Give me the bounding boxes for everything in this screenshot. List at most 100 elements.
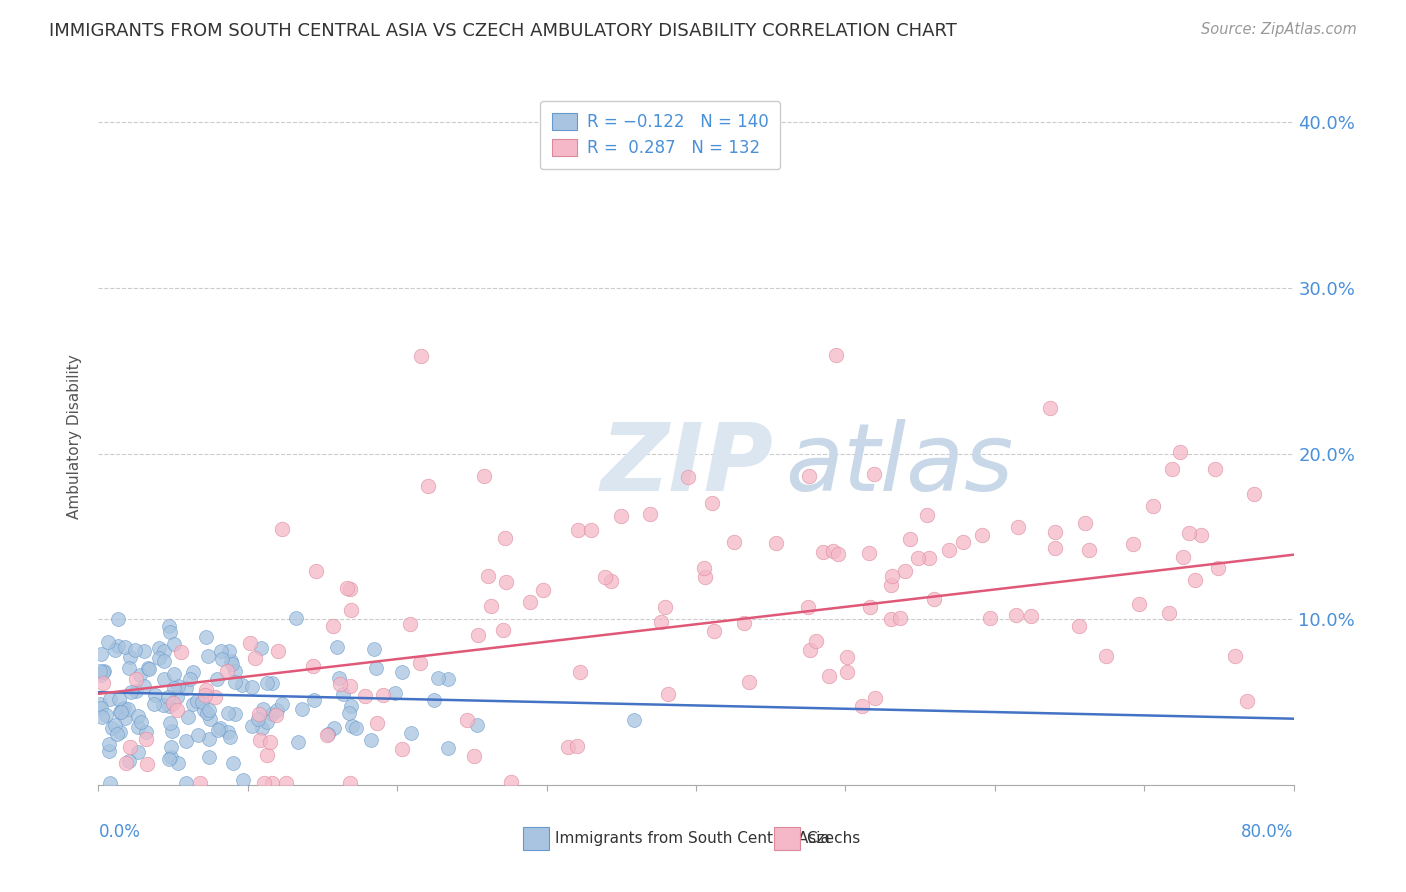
Point bbox=[240, 680, 263, 694]
Point bbox=[818, 669, 841, 683]
Point bbox=[328, 671, 350, 685]
Point bbox=[135, 732, 157, 747]
Point bbox=[676, 469, 699, 483]
Point bbox=[108, 691, 131, 706]
Point bbox=[256, 675, 278, 690]
Point bbox=[162, 696, 184, 710]
Point bbox=[264, 707, 287, 722]
Point bbox=[900, 532, 922, 546]
Point bbox=[91, 676, 114, 690]
Point bbox=[623, 713, 645, 727]
Text: 0.0%: 0.0% bbox=[98, 823, 141, 841]
Point bbox=[232, 772, 254, 787]
Point bbox=[733, 615, 755, 630]
Point bbox=[416, 479, 439, 493]
Point bbox=[260, 706, 283, 721]
Point bbox=[118, 661, 141, 675]
Point bbox=[423, 693, 446, 707]
Point bbox=[340, 699, 363, 714]
Point bbox=[152, 698, 174, 712]
Point bbox=[153, 644, 176, 658]
Point bbox=[401, 725, 423, 739]
Point bbox=[267, 644, 290, 658]
Point bbox=[1171, 550, 1194, 565]
Point bbox=[107, 640, 129, 654]
Point bbox=[166, 756, 188, 771]
Point bbox=[219, 655, 242, 669]
Point bbox=[1191, 528, 1213, 542]
Point bbox=[207, 723, 229, 737]
Point bbox=[197, 648, 219, 663]
Point bbox=[256, 715, 278, 730]
Point bbox=[98, 692, 121, 706]
Point bbox=[231, 678, 253, 692]
Point bbox=[266, 703, 288, 717]
Point bbox=[1204, 462, 1226, 476]
Point bbox=[205, 672, 228, 686]
Point bbox=[224, 706, 246, 721]
Text: Source: ZipAtlas.com: Source: ZipAtlas.com bbox=[1201, 22, 1357, 37]
Point bbox=[1122, 537, 1144, 551]
Point bbox=[463, 748, 485, 763]
Point bbox=[640, 507, 662, 521]
Point bbox=[337, 706, 360, 720]
Point bbox=[198, 750, 221, 764]
Point bbox=[271, 522, 294, 536]
Point bbox=[1168, 445, 1191, 459]
Point bbox=[880, 578, 903, 592]
Point bbox=[339, 679, 361, 693]
Point bbox=[112, 701, 135, 715]
Point bbox=[148, 651, 170, 665]
Point bbox=[363, 642, 385, 657]
Point bbox=[1078, 543, 1101, 558]
Point bbox=[136, 661, 159, 675]
Point bbox=[174, 681, 197, 696]
Point bbox=[160, 750, 183, 764]
Point bbox=[170, 645, 193, 659]
Point bbox=[111, 702, 134, 716]
Point bbox=[124, 672, 146, 686]
Point bbox=[495, 574, 517, 589]
Point bbox=[340, 603, 363, 617]
Point bbox=[398, 617, 420, 632]
Text: IMMIGRANTS FROM SOUTH CENTRAL ASIA VS CZECH AMBULATORY DISABILITY CORRELATION CH: IMMIGRANTS FROM SOUTH CENTRAL ASIA VS CZ… bbox=[49, 22, 957, 40]
Point bbox=[1095, 649, 1118, 664]
Point bbox=[90, 701, 112, 715]
Point bbox=[166, 690, 188, 704]
Point bbox=[569, 665, 592, 679]
Point bbox=[610, 509, 633, 524]
Point bbox=[132, 644, 155, 658]
Point bbox=[179, 673, 201, 687]
Point bbox=[127, 708, 149, 723]
Point bbox=[160, 724, 183, 739]
Point bbox=[917, 508, 939, 522]
Point bbox=[863, 467, 886, 481]
Point bbox=[118, 754, 141, 768]
Point bbox=[360, 732, 382, 747]
Point bbox=[851, 698, 873, 713]
Point bbox=[222, 756, 245, 771]
Point bbox=[1223, 649, 1246, 664]
Bar bbox=[773, 828, 800, 850]
Point bbox=[1206, 561, 1229, 575]
Point bbox=[217, 706, 239, 720]
Point bbox=[204, 690, 226, 705]
Point bbox=[159, 740, 181, 755]
Point bbox=[124, 642, 146, 657]
Point bbox=[90, 710, 112, 724]
Point bbox=[193, 703, 215, 717]
Point bbox=[384, 686, 406, 700]
Point bbox=[198, 712, 221, 726]
Point bbox=[209, 644, 232, 658]
Point bbox=[209, 721, 232, 735]
Point bbox=[127, 720, 149, 734]
Point bbox=[240, 719, 263, 733]
Point bbox=[96, 708, 118, 723]
Point bbox=[91, 665, 114, 679]
Point bbox=[262, 676, 284, 690]
Point bbox=[494, 531, 516, 545]
Point bbox=[270, 697, 292, 711]
Point bbox=[159, 715, 181, 730]
Point bbox=[409, 350, 432, 364]
Point bbox=[124, 684, 146, 698]
